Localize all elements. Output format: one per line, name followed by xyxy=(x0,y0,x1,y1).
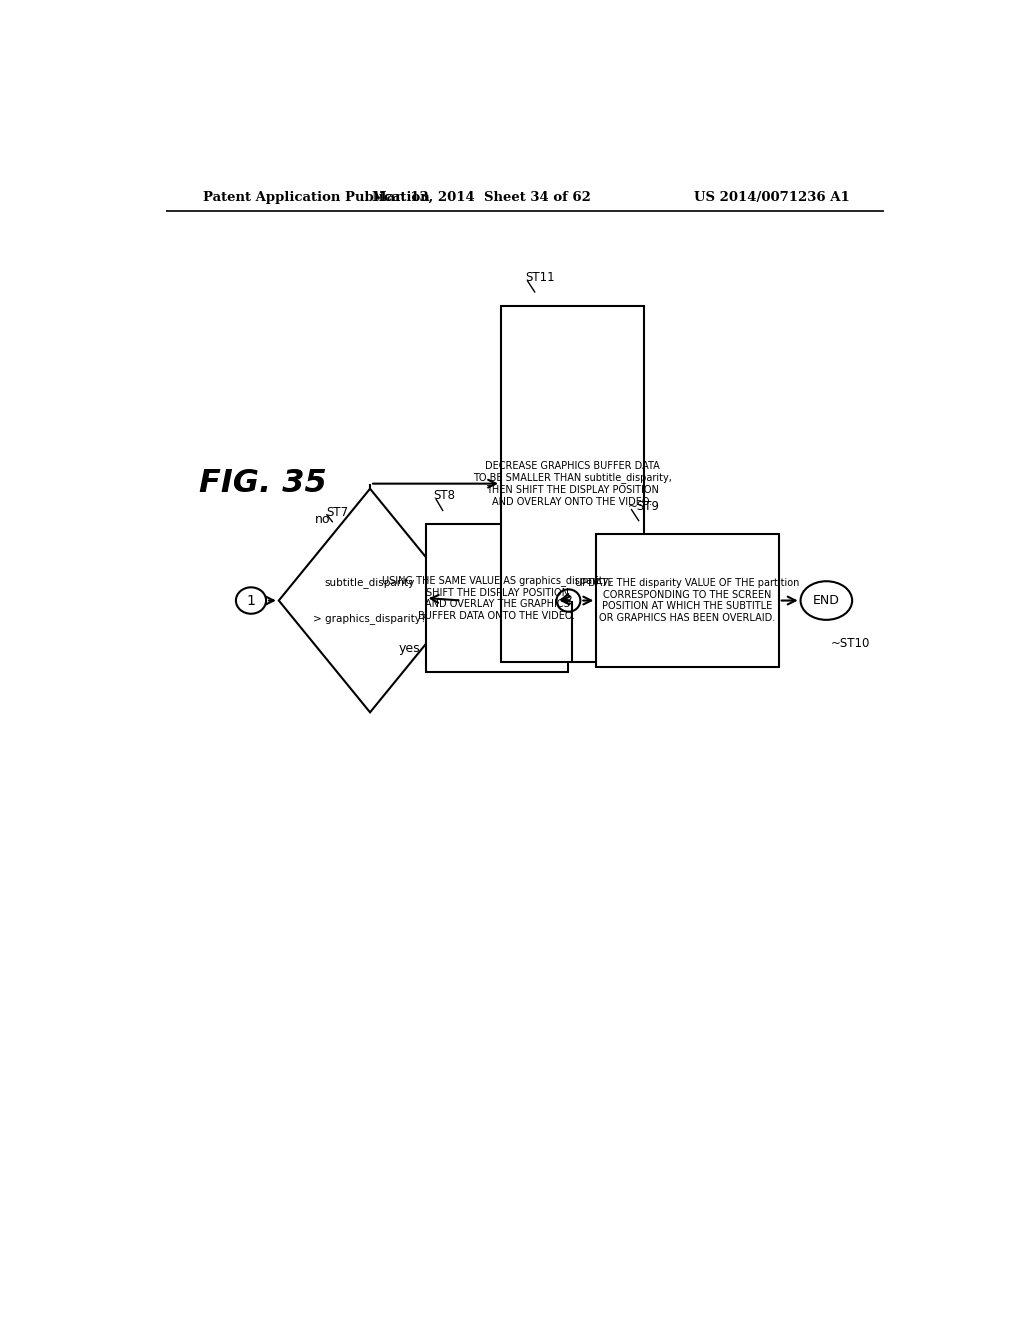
Text: Mar. 13, 2014  Sheet 34 of 62: Mar. 13, 2014 Sheet 34 of 62 xyxy=(372,190,591,203)
Text: USING THE SAME VALUE AS graphics_disparity,
SHIFT THE DISPLAY POSITION
AND OVERL: USING THE SAME VALUE AS graphics_dispari… xyxy=(382,576,611,620)
Text: subtitle_disparity: subtitle_disparity xyxy=(325,577,416,587)
Text: > graphics_disparity?: > graphics_disparity? xyxy=(313,614,427,624)
Text: ~ST10: ~ST10 xyxy=(830,636,869,649)
Text: US 2014/0071236 A1: US 2014/0071236 A1 xyxy=(694,190,850,203)
Ellipse shape xyxy=(557,589,581,611)
Ellipse shape xyxy=(801,581,852,620)
Text: ~ST9: ~ST9 xyxy=(628,499,660,512)
Text: 2: 2 xyxy=(564,594,572,607)
Text: ST11: ST11 xyxy=(524,271,554,284)
Text: yes: yes xyxy=(399,642,421,655)
Ellipse shape xyxy=(236,587,266,614)
Text: ST7: ST7 xyxy=(327,506,348,519)
Polygon shape xyxy=(279,488,461,713)
Text: no: no xyxy=(314,512,330,525)
Text: 1: 1 xyxy=(247,594,255,607)
Bar xyxy=(426,524,568,672)
Text: ST8: ST8 xyxy=(433,490,456,503)
Text: UPDATE THE disparity VALUE OF THE partition
CORRESPONDING TO THE SCREEN
POSITION: UPDATE THE disparity VALUE OF THE partit… xyxy=(575,578,800,623)
Text: END: END xyxy=(813,594,840,607)
Bar xyxy=(501,306,644,661)
Text: Patent Application Publication: Patent Application Publication xyxy=(204,190,430,203)
Text: DECREASE GRAPHICS BUFFER DATA
TO BE SMALLER THAN subtitle_disparity,
THEN SHIFT : DECREASE GRAPHICS BUFFER DATA TO BE SMAL… xyxy=(473,461,672,507)
Text: FIG. 35: FIG. 35 xyxy=(200,469,328,499)
Bar xyxy=(596,535,778,667)
